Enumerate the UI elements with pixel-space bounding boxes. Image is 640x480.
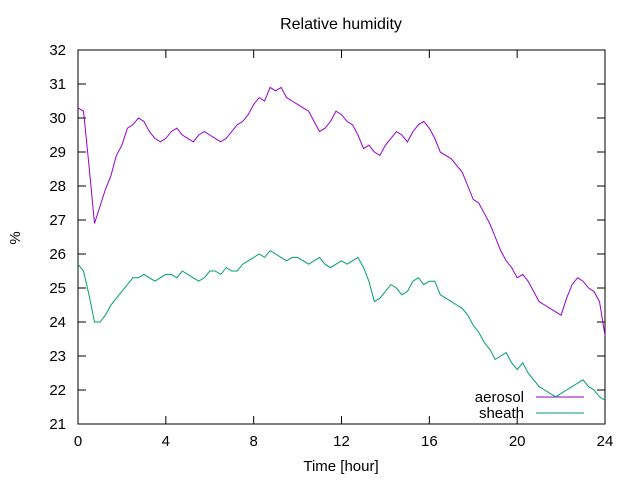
x-tick-label: 24: [597, 433, 614, 450]
x-tick-label: 4: [162, 433, 170, 450]
x-tick-label: 12: [333, 433, 350, 450]
x-tick-label: 16: [421, 433, 438, 450]
x-axis-label: Time [hour]: [303, 458, 378, 475]
series-line-aerosol: [77, 86, 606, 336]
y-tick-label: 30: [49, 110, 66, 127]
y-tick-label: 29: [49, 144, 66, 161]
y-tick-label: 24: [49, 314, 66, 331]
y-axis-label: %: [7, 231, 24, 244]
x-tick-label: 0: [74, 433, 82, 450]
legend-label-aerosol: aerosol: [475, 389, 524, 406]
x-tick-label: 8: [249, 433, 257, 450]
y-tick-label: 31: [49, 76, 66, 93]
y-tick-label: 27: [49, 212, 66, 229]
legend-label-sheath: sheath: [479, 405, 524, 422]
y-tick-label: 28: [49, 178, 66, 195]
y-tick-label: 26: [49, 246, 66, 263]
y-tick-label: 23: [49, 348, 66, 365]
series-line-sheath: [77, 249, 606, 401]
y-tick-label: 22: [49, 382, 66, 399]
y-tick-label: 21: [49, 416, 66, 433]
plot-area: 0 4 8 12 16 20 24 21 22 23 24 25 26 27 28 29 30 31 32 aeros…: [49, 42, 613, 450]
y-tick-label: 32: [49, 42, 66, 59]
x-tick-label: 20: [509, 433, 526, 450]
y-tick-label: 25: [49, 280, 66, 297]
chart-title: Relative humidity: [280, 16, 402, 33]
